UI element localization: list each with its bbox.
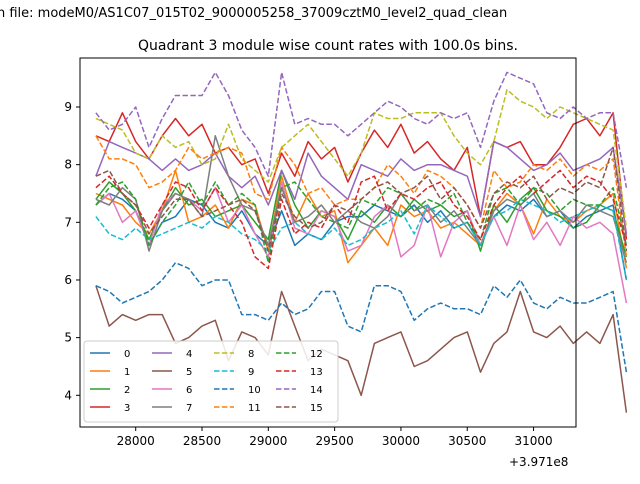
x-tick-label: 28500 [183,434,221,448]
x-tick-label: 31000 [514,434,552,448]
series-line-4 [95,140,628,235]
legend-label-11: 11 [248,403,261,414]
series-line-8 [95,88,628,229]
legend-label-7: 7 [186,403,192,414]
legend-label-10: 10 [248,385,261,396]
legend-label-14: 14 [310,385,323,396]
series-line-5 [95,285,628,413]
axes-ticks: 28000 28500 29000 29500 30000 30500 31000 4 5 6 7 8… [64,100,552,448]
x-tick-label: 28000 [117,434,155,448]
y-tick-label: 7 [64,215,72,229]
series-line-7 [95,135,628,263]
y-tick-label: 6 [64,273,72,287]
y-tick-label: 9 [64,100,72,114]
y-tick-label: 8 [64,158,72,172]
series-line-13 [95,169,628,270]
legend-label-0: 0 [124,349,130,360]
y-tick-label: 4 [64,388,72,402]
legend-label-5: 5 [186,367,192,378]
series-line-9 [95,198,628,281]
x-tick-label: 29000 [249,434,287,448]
series-line-14 [95,71,628,188]
legend-label-12: 12 [310,349,323,360]
figure-suptitle: n file: modeM0/AS1C07_015T02_9000005258_… [0,6,507,21]
axes-frame [79,57,577,428]
x-tick-label: 30000 [382,434,420,448]
legend-label-1: 1 [124,367,130,378]
series-line-15 [95,146,628,252]
legend-label-3: 3 [124,403,130,414]
chart-title: Quadrant 3 module wise count rates with … [138,38,518,54]
x-tick-label: 29500 [316,434,354,448]
series-lines [95,71,628,413]
x-tick-label: 30500 [448,434,486,448]
legend-label-8: 8 [248,349,254,360]
legend-label-6: 6 [186,385,192,396]
legend-label-4: 4 [186,349,192,360]
y-tick-label: 5 [64,331,72,345]
legend-box [83,340,339,423]
x-offset-text: +3.971e8 [509,455,568,469]
legend-label-13: 13 [310,367,323,378]
legend-label-2: 2 [124,385,130,396]
legend-label-9: 9 [248,367,254,378]
legend-label-15: 15 [310,403,323,414]
